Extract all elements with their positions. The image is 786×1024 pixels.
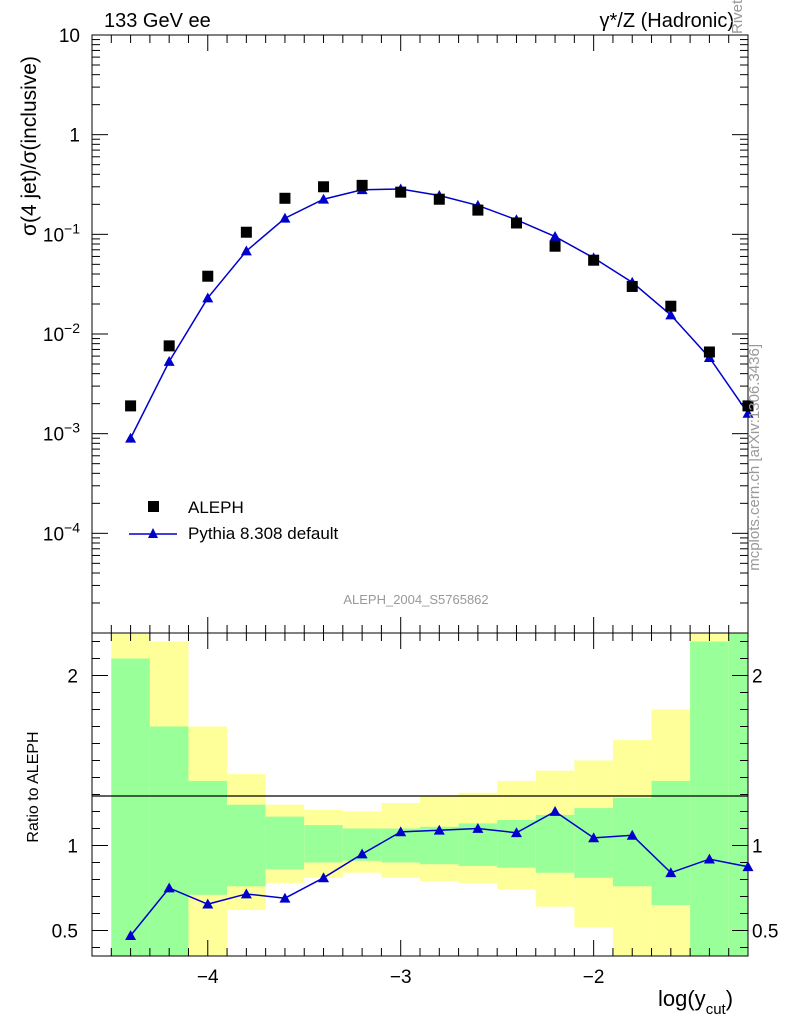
main-mc-series bbox=[125, 183, 754, 443]
ratio-point bbox=[318, 872, 330, 883]
data-point bbox=[125, 400, 137, 412]
band-inner-5 bbox=[304, 825, 343, 863]
ratio-point bbox=[510, 827, 522, 838]
data-point bbox=[202, 270, 214, 282]
mc-point bbox=[665, 309, 677, 320]
ratio-point bbox=[588, 832, 600, 843]
data-point bbox=[279, 192, 291, 204]
legend-mc-marker bbox=[148, 528, 158, 538]
band-inner-1 bbox=[149, 726, 189, 956]
data-point bbox=[626, 280, 638, 292]
x-axis-label: log(ycut) bbox=[658, 986, 733, 1018]
ratio-point bbox=[202, 898, 214, 909]
band-inner-12 bbox=[574, 808, 613, 878]
data-point bbox=[472, 204, 484, 216]
ratio-point bbox=[163, 882, 175, 893]
data-point bbox=[703, 346, 715, 358]
band-inner-4 bbox=[265, 816, 305, 870]
ratio-ytick-label: 0.5 bbox=[52, 922, 78, 943]
mc-point bbox=[549, 231, 561, 241]
data-point bbox=[356, 179, 368, 191]
svg-text:log(ycut): log(ycut) bbox=[658, 986, 733, 1018]
ratio-ytick-label: 1 bbox=[67, 837, 78, 858]
band-inner-2 bbox=[188, 780, 228, 895]
band-inner-11 bbox=[535, 814, 575, 873]
ratio-panel-ticks: −4 −3 −2 0.5 0.5 1 1 2 2 bbox=[52, 633, 778, 988]
ratio-ylabel: Ratio to ALEPH bbox=[25, 731, 42, 842]
data-point bbox=[588, 254, 600, 266]
band-inner-15 bbox=[690, 641, 729, 956]
ratio-point bbox=[549, 806, 561, 816]
mc-point bbox=[318, 193, 330, 204]
data-point bbox=[163, 340, 175, 352]
analysis-id: ALEPH_2004_S5765862 bbox=[343, 592, 488, 607]
mc-point bbox=[240, 245, 252, 256]
band-inner-16 bbox=[728, 633, 748, 956]
ratio-ytick-label: 2 bbox=[67, 667, 78, 688]
main-ytick-label: 10 bbox=[59, 26, 80, 47]
x-tick-label: −4 bbox=[197, 967, 219, 988]
band-inner-0 bbox=[111, 658, 150, 956]
ratio-point bbox=[125, 930, 137, 940]
main-ylabel: σ(4 jet)/σ(inclusive) bbox=[18, 56, 41, 236]
ratio-ytick-label-right: 1 bbox=[752, 837, 763, 858]
mc-point bbox=[163, 355, 175, 366]
main-panel-ticks: 10−4 10−3 10−2 10−1 1 10 bbox=[43, 26, 748, 634]
band-inner-10 bbox=[497, 820, 536, 868]
main-ytick-label: 1 bbox=[69, 126, 80, 147]
main-ytick-label: 10−2 bbox=[43, 320, 80, 346]
mcplots-label: mcplots.cern.ch [arXiv:1306.3436] bbox=[746, 344, 763, 571]
data-point bbox=[549, 240, 561, 252]
x-tick-label: −3 bbox=[390, 967, 412, 988]
main-ytick-label: 10−1 bbox=[43, 220, 80, 246]
ratio-point bbox=[395, 826, 407, 837]
mc-point bbox=[279, 212, 291, 223]
main-data-series bbox=[125, 179, 754, 412]
data-point bbox=[510, 217, 522, 229]
band-inner-13 bbox=[612, 797, 652, 887]
legend: ALEPH Pythia 8.308 default bbox=[129, 498, 339, 543]
energy-label: 133 GeV ee bbox=[104, 10, 211, 32]
main-ytick-label: 10−3 bbox=[43, 420, 80, 446]
main-panel-frame bbox=[91, 34, 749, 634]
ratio-uncertainty-bands bbox=[111, 633, 748, 956]
ratio-panel-frame bbox=[91, 632, 749, 957]
band-inner-14 bbox=[651, 780, 691, 905]
band-inner-3 bbox=[227, 804, 266, 887]
data-point bbox=[742, 400, 754, 412]
legend-data-marker bbox=[148, 501, 159, 512]
data-point bbox=[665, 300, 677, 312]
ratio-ytick-label-right: 2 bbox=[752, 667, 763, 688]
mc-point bbox=[202, 292, 214, 303]
ratio-point bbox=[279, 892, 291, 903]
ratio-point bbox=[240, 888, 252, 899]
data-point bbox=[240, 226, 252, 238]
ratio-point bbox=[472, 823, 484, 833]
ratio-point bbox=[665, 867, 677, 878]
x-tick-label: −2 bbox=[583, 967, 605, 988]
data-point bbox=[395, 186, 407, 198]
process-label: γ*/Z (Hadronic) bbox=[600, 10, 734, 32]
legend-data-label: ALEPH bbox=[188, 498, 244, 517]
ratio-ytick-label-right: 0.5 bbox=[752, 922, 778, 943]
legend-mc-label: Pythia 8.308 default bbox=[188, 524, 339, 543]
rivet-version-label: Rivet 3.1.10, 3M events bbox=[729, 0, 746, 34]
ratio-point bbox=[742, 861, 754, 872]
ratio-mc-series bbox=[125, 806, 754, 940]
ratio-point bbox=[356, 848, 368, 859]
mc-point bbox=[742, 407, 754, 418]
ratio-point bbox=[433, 824, 445, 835]
data-point bbox=[433, 193, 445, 205]
mc-line bbox=[129, 188, 749, 439]
data-point bbox=[318, 181, 330, 193]
mc-point bbox=[125, 432, 137, 443]
main-ytick-label: 10−4 bbox=[43, 519, 80, 545]
ratio-point bbox=[703, 853, 715, 864]
ratio-point bbox=[626, 829, 638, 840]
